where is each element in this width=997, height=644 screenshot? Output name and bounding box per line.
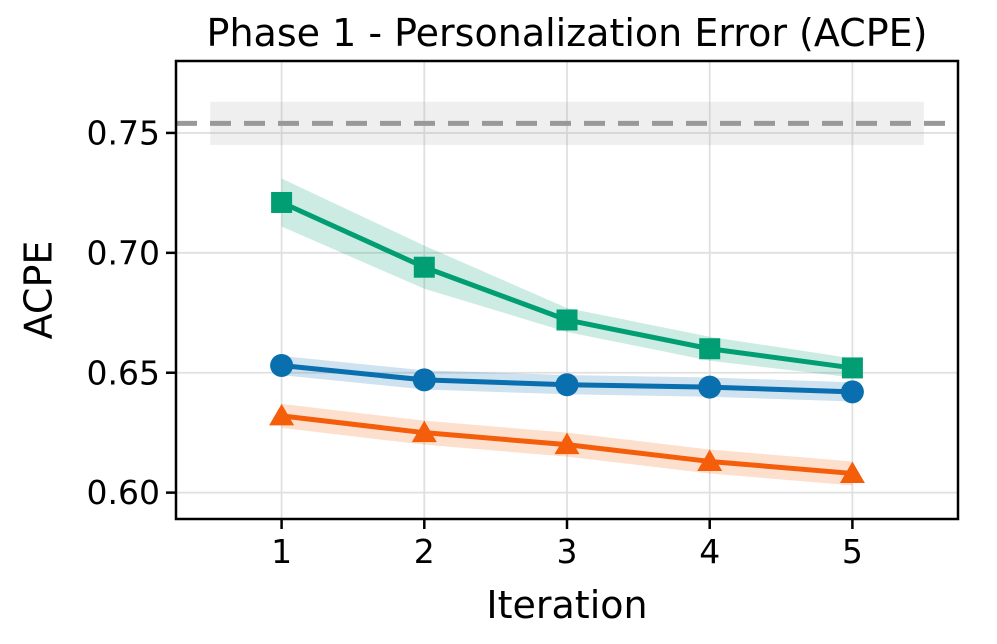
x-tick-label: 5 xyxy=(842,532,863,571)
chart-title: Phase 1 - Personalization Error (ACPE) xyxy=(207,11,928,55)
y-tick-label: 0.60 xyxy=(87,473,160,512)
gridlines xyxy=(176,61,958,519)
circle-marker xyxy=(555,373,579,397)
square-marker xyxy=(271,191,293,213)
square-marker xyxy=(699,338,721,360)
triangle-marker xyxy=(697,449,723,471)
triangle-marker xyxy=(411,420,437,443)
y-tick-label: 0.75 xyxy=(87,113,160,152)
square-marker xyxy=(556,309,578,331)
x-tick-label: 1 xyxy=(271,532,292,571)
y-tick-label: 0.70 xyxy=(87,233,160,272)
triangle-marker xyxy=(839,461,865,483)
x-axis-label: Iteration xyxy=(486,583,647,627)
square-marker xyxy=(413,256,435,278)
x-tick-label: 4 xyxy=(699,532,720,571)
x-tick-label: 2 xyxy=(414,532,435,571)
x-tick-label: 3 xyxy=(557,532,578,571)
series-markers xyxy=(269,191,865,483)
square-marker xyxy=(841,357,863,379)
circle-marker xyxy=(412,368,436,392)
triangle-marker xyxy=(554,432,580,455)
y-tick-label: 0.65 xyxy=(87,353,160,392)
circle-marker xyxy=(698,375,722,399)
axis-tick-labels: 0.60 0.65 0.70 0.75 1 2 3 4 5 xyxy=(87,113,863,571)
axis-tick-marks xyxy=(166,131,854,529)
triangle-marker xyxy=(269,403,295,426)
green-square-series-band xyxy=(281,178,853,378)
circle-marker xyxy=(270,354,294,378)
y-axis-label: ACPE xyxy=(16,241,60,340)
circle-marker xyxy=(840,380,864,404)
